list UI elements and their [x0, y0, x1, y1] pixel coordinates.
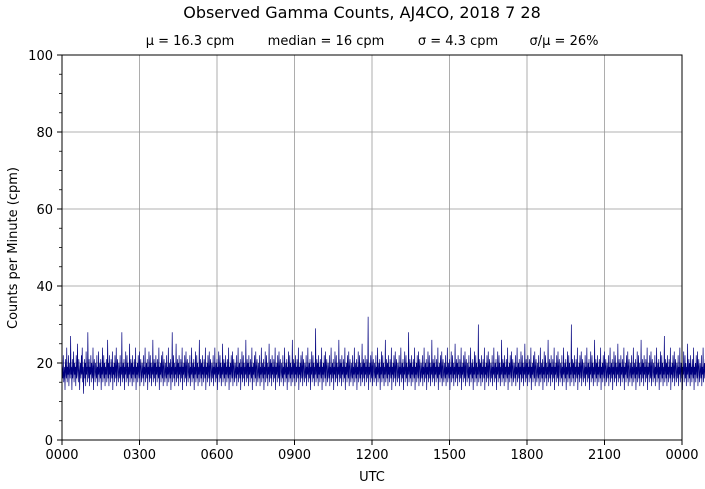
- y-tick-label: 100: [28, 49, 53, 64]
- x-tick-label: 1500: [433, 448, 466, 463]
- x-tick-label: 0000: [665, 448, 698, 463]
- stat-cv: σ/μ = 26%: [530, 34, 599, 49]
- axis-ticks: 0000 0300 0600 0900 1200 1500 1800 2100 00000204…: [28, 49, 698, 463]
- y-axis-label: Counts per Minute (cpm): [6, 167, 21, 329]
- y-tick-label: 80: [36, 126, 53, 141]
- stat-sigma: σ = 4.3 cpm: [418, 34, 498, 49]
- y-tick-label: 20: [36, 357, 53, 372]
- series-line-0: [61, 316, 705, 394]
- x-tick-label: 1800: [510, 448, 543, 463]
- y-tick-label: 40: [36, 280, 53, 295]
- x-tick-label: 0300: [123, 448, 156, 463]
- x-tick-label: 0900: [278, 448, 311, 463]
- x-tick-label: 1200: [355, 448, 388, 463]
- series-layer: [61, 316, 705, 394]
- x-tick-label: 0600: [200, 448, 233, 463]
- y-tick-label: 60: [36, 203, 53, 218]
- x-tick-label: 0000: [45, 448, 78, 463]
- x-axis-label: UTC: [359, 470, 385, 485]
- chart-title: Observed Gamma Counts, AJ4CO, 2018 7 28: [183, 3, 541, 22]
- stat-mean: μ = 16.3 cpm: [146, 34, 235, 49]
- y-tick-label: 0: [45, 434, 53, 449]
- stat-median: median = 16 cpm: [268, 34, 385, 49]
- x-tick-label: 2100: [588, 448, 621, 463]
